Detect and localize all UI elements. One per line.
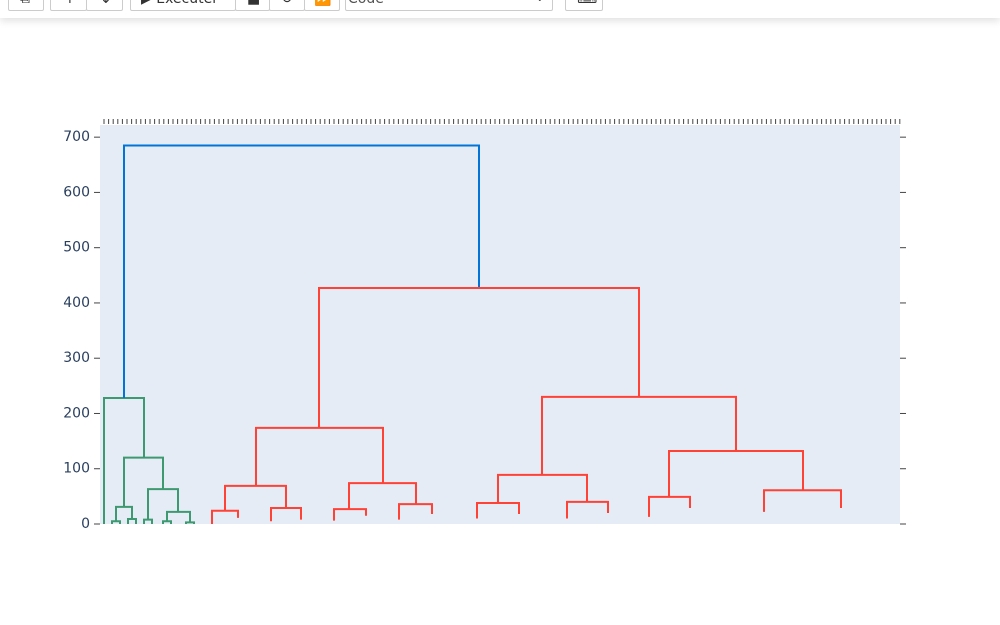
copy-button[interactable]: ⧉ bbox=[8, 0, 44, 11]
plot-area bbox=[100, 125, 900, 524]
y-tick-label: 0 bbox=[81, 516, 90, 532]
dendrogram-link bbox=[147, 488, 179, 520]
dendrogram-link bbox=[115, 505, 133, 522]
dendrogram-link bbox=[111, 520, 121, 524]
y-tick-label: 100 bbox=[63, 461, 90, 477]
dendrogram-link bbox=[318, 287, 640, 428]
dendrogram-link bbox=[224, 484, 287, 511]
dendrogram-link bbox=[255, 426, 384, 486]
dendrogram-link bbox=[143, 518, 153, 524]
run-label: Exécuter bbox=[156, 0, 218, 7]
cell-type-select[interactable]: Code⌄ bbox=[345, 0, 553, 11]
dendrogram-link bbox=[333, 508, 367, 521]
dendrogram-link bbox=[348, 482, 417, 510]
keyboard-button[interactable]: ⌨ bbox=[565, 0, 603, 11]
dendrogram-link bbox=[162, 520, 172, 524]
dendrogram-link bbox=[497, 473, 588, 503]
y-tick-label: 200 bbox=[63, 405, 90, 421]
y-tick-label: 700 bbox=[63, 129, 90, 145]
dendrogram-link bbox=[668, 450, 804, 497]
move-down-button[interactable]: ↓ bbox=[86, 0, 123, 11]
y-tick-label: 300 bbox=[63, 350, 90, 366]
dendrogram-link bbox=[476, 502, 520, 519]
y-tick-label: 500 bbox=[63, 240, 90, 256]
toolbar: ⧉ ↑ ↓ ▶ Exécuter ■ ↻ ⏩ Code⌄ ⌨ bbox=[0, 0, 1000, 18]
y-tick-label: 400 bbox=[63, 295, 90, 311]
run-all-button[interactable]: ⏩ bbox=[304, 0, 340, 11]
dendrogram-link bbox=[166, 510, 191, 523]
dendrogram-link bbox=[211, 509, 239, 524]
dendrogram-link bbox=[763, 489, 842, 512]
dendrogram-link bbox=[270, 506, 302, 522]
dendrogram-link bbox=[123, 144, 480, 398]
dendrogram-link bbox=[398, 503, 433, 520]
dendrogram-link bbox=[123, 456, 164, 507]
dendrogram-link bbox=[648, 495, 691, 517]
dendrogram-link bbox=[185, 521, 195, 524]
dendrogram-link bbox=[566, 500, 609, 519]
dendrogram-link bbox=[541, 395, 737, 475]
dendrogram-link bbox=[127, 518, 137, 524]
cell-type: Code bbox=[348, 0, 384, 7]
y-tick-label: 600 bbox=[63, 184, 90, 200]
